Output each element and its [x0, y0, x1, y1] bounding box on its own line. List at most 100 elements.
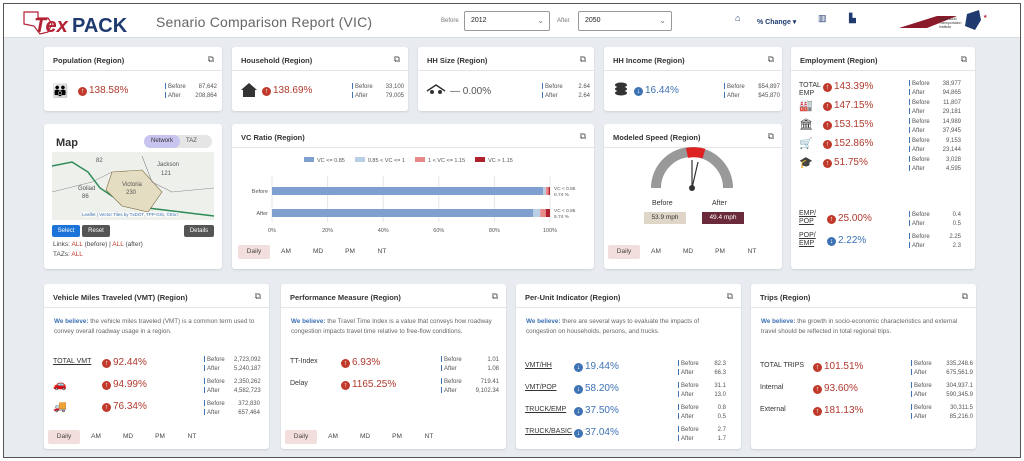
tab-daily[interactable]: Daily — [48, 430, 80, 444]
external-link-icon[interactable]: ⧉ — [207, 54, 214, 64]
vmt-card: Vehicle Miles Traveled (VMT) (Region) ⧉ … — [44, 284, 269, 449]
select-button[interactable]: Select — [52, 225, 80, 237]
tab-nt[interactable]: NT — [187, 433, 197, 440]
pct-value: 181.13% — [823, 405, 864, 416]
x-tick-label: 40% — [378, 228, 389, 234]
toggle-network[interactable]: Network — [144, 135, 180, 148]
tab-daily[interactable]: Daily — [238, 245, 270, 259]
pct-value: 76.34% — [112, 401, 147, 412]
tazs-value[interactable]: ALL — [71, 251, 83, 258]
home-icon[interactable]: ⌂ — [735, 13, 741, 23]
external-link-icon[interactable]: ⧉ — [254, 291, 261, 301]
after-label: After — [911, 369, 941, 378]
coins-icon — [615, 82, 627, 96]
tab-am[interactable]: AM — [91, 433, 101, 440]
arrow-up-icon: ↑ — [102, 358, 111, 368]
before-select[interactable]: 2012 ⌄ — [464, 11, 550, 31]
tab-pm[interactable]: PM — [392, 433, 402, 440]
external-link-icon[interactable]: ⧉ — [393, 54, 400, 64]
legend-entry[interactable]: 1 < VC <= 1.15 — [414, 157, 466, 164]
pct-change-dropdown[interactable]: % Change ▾ — [757, 19, 797, 26]
bar-segment[interactable] — [545, 187, 549, 195]
tab-am[interactable]: AM — [328, 433, 338, 440]
arrow-down-icon: ↓ — [574, 362, 583, 372]
texpack-logo[interactable]: Tex PACK — [18, 10, 142, 37]
external-link-icon[interactable]: ⧉ — [767, 54, 774, 64]
links-before-value[interactable]: ALL — [71, 241, 83, 248]
bar-segment[interactable] — [548, 187, 550, 195]
map-view[interactable]: 82 Jackson 121 Goliad 86 Victoria 230 Le… — [52, 152, 214, 220]
description: We believe: there are several ways to ev… — [526, 317, 729, 337]
tab-md[interactable]: MD — [359, 433, 371, 440]
map-label: Jackson — [157, 162, 180, 168]
tab-pm[interactable]: PM — [345, 248, 355, 255]
tab-am[interactable]: AM — [651, 248, 661, 255]
map-attribution[interactable]: Leaflet | Vector Tiles by TxDOT, TPP-GIS… — [82, 212, 178, 217]
tab-am[interactable]: AM — [281, 248, 291, 255]
x-tick-label: 20% — [322, 228, 333, 234]
pct-change: ↑ 94.99% — [102, 379, 147, 390]
external-link-icon[interactable]: ⧉ — [960, 54, 967, 64]
details-button[interactable]: Details — [184, 225, 214, 237]
before-after: Before 9,153 After 23,144 — [909, 137, 961, 155]
legend-entry[interactable]: VC > 1.15 — [475, 157, 513, 164]
toggle-taz[interactable]: TAZ — [186, 138, 197, 144]
tab-md[interactable]: MD — [682, 248, 694, 255]
bar-segment[interactable] — [540, 209, 546, 217]
row-label-text: TOTAL TRIPS — [760, 362, 805, 369]
before-after: Before 31.1 After 13.0 — [678, 382, 726, 400]
hhincome-card: HH Income (Region) ⧉ ↓ 16.44% Before $54,… — [604, 47, 782, 111]
external-link-icon[interactable]: ⧉ — [767, 131, 774, 141]
after-label: After — [911, 391, 941, 400]
links-after-suffix: (after) — [125, 241, 143, 248]
after-value: 66.3 — [714, 370, 726, 376]
after-value: 208,864 — [195, 93, 217, 99]
we-believe: We believe: — [761, 318, 796, 325]
external-link-icon[interactable]: ⧉ — [491, 291, 498, 301]
bar-segment[interactable] — [543, 187, 546, 195]
pct-change: ↓ 58.20% — [574, 383, 619, 394]
row-label-text: EMP/ POP — [799, 210, 817, 225]
legend-label: 0.85 < VC <= 1 — [367, 158, 405, 164]
links-after-value[interactable]: ALL — [112, 241, 124, 248]
bar-chart-icon[interactable]: ▥ — [818, 13, 827, 23]
after-select[interactable]: 2050 ⌄ — [578, 11, 672, 31]
before-label: Before — [678, 382, 708, 391]
pct-value: 143.39% — [833, 81, 874, 92]
external-link-icon[interactable]: ⧉ — [579, 54, 586, 64]
tab-nt[interactable]: NT — [424, 433, 434, 440]
before-value: 1.01 — [487, 357, 499, 363]
tab-pm[interactable]: PM — [715, 248, 725, 255]
chevron-down-icon: ⌄ — [659, 16, 666, 25]
family-house-icon — [426, 84, 446, 94]
legend-entry[interactable]: VC <= 0.85 — [304, 157, 345, 164]
pct-value: 6.93% — [351, 357, 381, 368]
bar-segment[interactable] — [545, 209, 550, 217]
bar-segment[interactable] — [533, 209, 541, 217]
tab-md[interactable]: MD — [312, 248, 324, 255]
pct-value: 138.69% — [272, 85, 313, 96]
legend-label: 1 < VC <= 1.15 — [427, 158, 466, 164]
row-label: TOTAL EMP — [799, 82, 821, 98]
building-icon[interactable]: ▙ — [849, 13, 856, 23]
tab-md[interactable]: MD — [122, 433, 134, 440]
reset-button[interactable]: Reset — [82, 225, 110, 237]
after-value: $45,870 — [758, 93, 780, 99]
after-value: 2.64 — [578, 93, 590, 99]
arrow-down-icon: ↓ — [574, 428, 583, 438]
tab-daily[interactable]: Daily — [608, 245, 640, 259]
row-label: TOTAL VMT — [53, 358, 91, 365]
external-link-icon[interactable]: ⧉ — [726, 291, 733, 301]
external-link-icon[interactable]: ⧉ — [579, 131, 586, 141]
bar-segment[interactable] — [272, 187, 544, 195]
external-link-icon[interactable]: ⧉ — [961, 291, 968, 301]
after-label: After — [909, 146, 939, 155]
bar-segment[interactable] — [272, 209, 534, 217]
we-believe: We believe: — [54, 318, 89, 325]
legend-entry[interactable]: 0.85 < VC <= 1 — [354, 157, 405, 164]
tab-nt[interactable]: NT — [747, 248, 757, 255]
tab-pm[interactable]: PM — [155, 433, 165, 440]
tab-nt[interactable]: NT — [377, 248, 387, 255]
before-after: Before 14,989 After 37,945 — [909, 118, 961, 136]
tab-daily[interactable]: Daily — [285, 430, 317, 444]
